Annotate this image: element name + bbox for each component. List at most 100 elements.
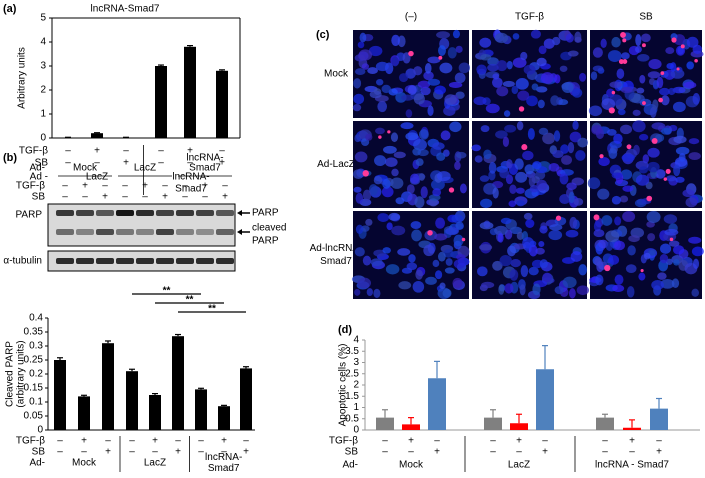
nucleus (481, 282, 494, 288)
treatment-mark: – (434, 436, 440, 447)
nucleus (614, 241, 625, 251)
nucleus (374, 176, 382, 185)
nucleus (359, 49, 373, 60)
apoptotic-signal (378, 135, 381, 138)
arrow-label: PARP (252, 208, 279, 219)
error-bar (158, 65, 164, 66)
nucleus (355, 151, 368, 162)
nucleus (618, 109, 626, 115)
treatment-label: SB (32, 192, 46, 203)
nucleus (538, 241, 544, 247)
nucleus (436, 152, 445, 161)
nucleus (571, 251, 583, 262)
nucleus (386, 264, 400, 274)
treatment-mark: – (105, 436, 111, 447)
apoptotic-signal (681, 44, 685, 48)
nucleus (549, 163, 560, 172)
treatment-mark: – (122, 192, 128, 203)
significance-label: ** (163, 286, 171, 297)
error-bar (382, 410, 388, 418)
nucleus (353, 78, 361, 88)
apoptotic-signal (670, 238, 673, 241)
nucleus (529, 175, 536, 187)
nucleus (660, 254, 668, 263)
apoptotic-signal (694, 59, 698, 63)
bar (172, 336, 184, 430)
error-bar (152, 394, 158, 395)
error-bar (656, 399, 662, 409)
nucleus (483, 150, 491, 160)
nucleus (452, 278, 462, 289)
nucleus (617, 69, 625, 79)
nucleus (513, 33, 520, 40)
apoptotic-signal (652, 138, 658, 144)
nucleus (460, 184, 467, 194)
apoptotic-signal (556, 216, 561, 221)
nucleus (355, 68, 365, 75)
nucleus (439, 63, 452, 74)
y-tick-label: 0.1 (29, 397, 43, 408)
error-bar (434, 361, 440, 378)
blot-row-label: α-tubulin (3, 256, 42, 267)
nucleus (443, 289, 452, 298)
nucleus (598, 157, 609, 166)
treatment-mark: – (382, 447, 388, 458)
bar (218, 406, 230, 430)
treatment-mark: – (602, 436, 608, 447)
nucleus (354, 187, 362, 193)
nucleus (516, 200, 525, 206)
nucleus (434, 233, 447, 240)
nucleus (445, 267, 455, 273)
nucleus (657, 77, 664, 89)
column-label: TGF-β (515, 12, 544, 23)
band (156, 258, 174, 264)
nucleus (589, 105, 602, 116)
nucleus (407, 262, 418, 270)
nucleus (498, 284, 504, 294)
nucleus (503, 137, 509, 147)
nucleus (480, 54, 491, 60)
nucleus (682, 189, 694, 197)
y-tick-label: 0.3 (29, 341, 43, 352)
nucleus (689, 138, 699, 144)
nucleus (647, 162, 660, 172)
nucleus (566, 230, 579, 238)
nucleus (445, 227, 459, 235)
treatment-mark: – (490, 436, 496, 447)
apoptotic-signal (594, 214, 600, 220)
nucleus (552, 37, 560, 45)
band (96, 258, 114, 264)
nucleus (522, 237, 534, 248)
nucleus (554, 130, 560, 141)
nucleus (520, 284, 526, 295)
nucleus (441, 130, 451, 140)
y-tick-label: 0.35 (24, 327, 44, 338)
nucleus (539, 46, 547, 55)
nucleus (477, 266, 488, 276)
nucleus (421, 186, 428, 198)
nucleus (562, 82, 574, 93)
nucleus (444, 94, 457, 105)
band (136, 229, 154, 235)
treatment-mark: – (162, 181, 168, 192)
y-tick-label: 0 (37, 425, 43, 436)
nucleus (383, 146, 397, 154)
band (76, 210, 94, 216)
y-tick-label: 0 (353, 425, 359, 436)
nucleus (591, 71, 597, 80)
nucleus (672, 278, 679, 288)
nucleus (399, 73, 408, 82)
band (216, 258, 234, 264)
nucleus (612, 196, 621, 205)
apoptotic-signal (658, 98, 663, 103)
nucleus (355, 247, 365, 256)
nucleus (365, 134, 372, 141)
nucleus (382, 247, 391, 253)
nucleus (413, 281, 425, 293)
nucleus (606, 241, 613, 251)
treatment-mark: + (123, 158, 129, 169)
nucleus (638, 273, 645, 281)
nucleus (514, 158, 523, 169)
nucleus (428, 79, 440, 86)
